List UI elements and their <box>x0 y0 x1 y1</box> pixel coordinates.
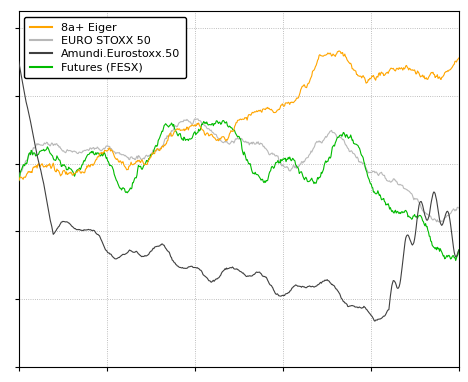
Legend: 8a+ Eiger, EURO STOXX 50, Amundi.Eurostoxx.50, Futures (FESX): 8a+ Eiger, EURO STOXX 50, Amundi.Eurosto… <box>24 17 186 78</box>
